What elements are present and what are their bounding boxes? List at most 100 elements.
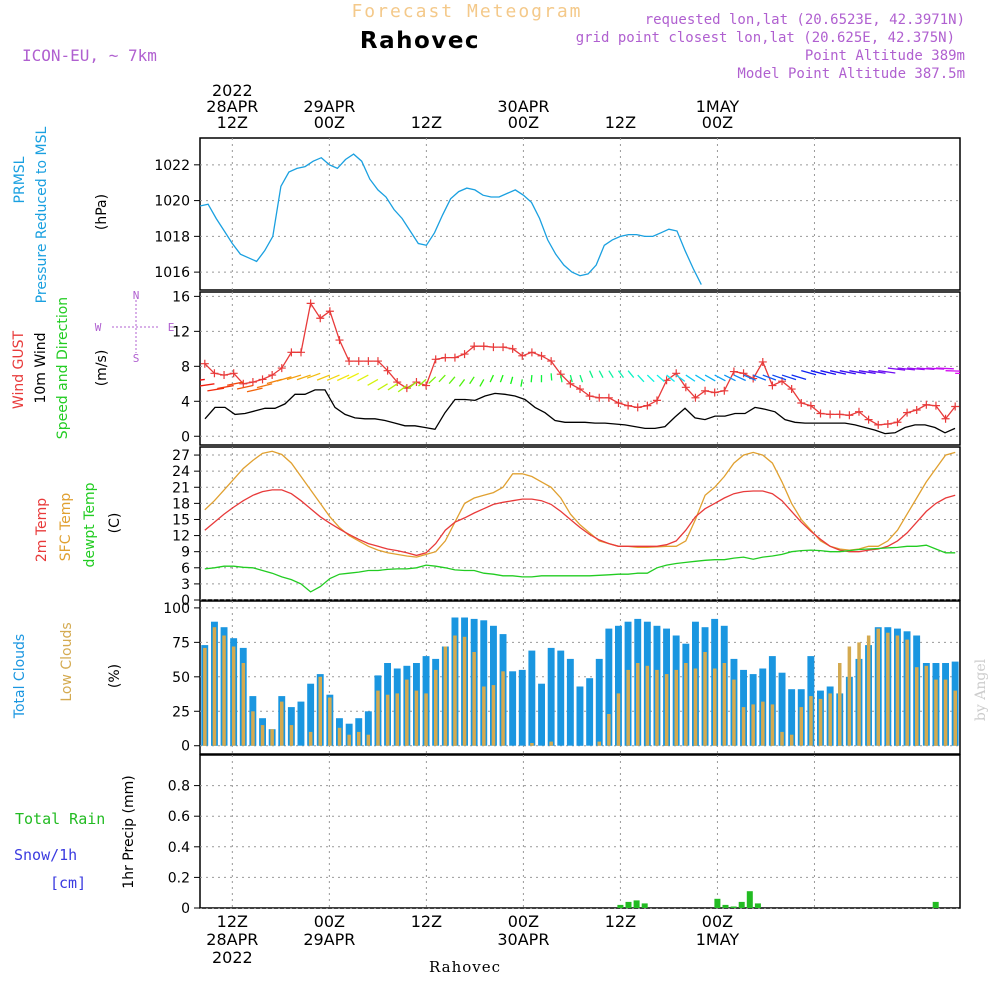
bottom-time-label: 2022: [212, 948, 253, 967]
low-cloud-bar: [251, 711, 255, 746]
wind-arrow: [246, 387, 263, 393]
gust-marker: [826, 410, 835, 419]
bottom-time-label: 00Z: [508, 912, 539, 931]
bottom-time-label: 1MAY: [696, 930, 740, 949]
low-cloud-bar: [838, 663, 842, 746]
y-tick-label: 4: [181, 394, 190, 410]
low-cloud-bar: [722, 663, 727, 746]
wind-arrow: [407, 381, 417, 389]
pressure-label: Pressure Reduced to MSL: [34, 126, 50, 303]
gust-marker: [287, 348, 296, 357]
wind-arrow: [897, 367, 915, 371]
gust-marker: [499, 343, 508, 352]
low-cloud-bar: [818, 698, 823, 746]
total-cloud-bar: [297, 701, 305, 746]
wind-arrow: [617, 370, 625, 378]
gust-marker: [383, 366, 392, 375]
gust-marker: [576, 385, 584, 394]
wind-arrow: [637, 374, 645, 383]
y-tick-label: 0.4: [168, 840, 190, 856]
wind-arrow: [887, 367, 906, 371]
panel-plot-area: [200, 299, 960, 435]
low-cloud-bar: [376, 690, 380, 746]
wind-arrow: [357, 374, 369, 382]
low-cloud-bar: [684, 663, 688, 746]
low-cloud-bar: [953, 690, 957, 746]
total-cloud-bar: [518, 669, 526, 746]
series-10m-wind-line: [204, 389, 956, 435]
wind-arrow: [772, 374, 787, 381]
low-cloud-bar: [934, 679, 938, 746]
low-cloud-bar: [280, 701, 284, 746]
gust-marker: [460, 350, 469, 359]
low-cloud-bar: [713, 668, 717, 746]
gust-marker: [681, 383, 690, 392]
gust-marker: [364, 357, 373, 366]
bottom-time-label: 00Z: [702, 912, 733, 931]
gust-marker: [768, 381, 777, 390]
panel-plot-area: [201, 617, 959, 746]
rain-bar: [714, 898, 721, 908]
low-cloud-bar: [751, 704, 755, 746]
low-cloud-bar: [385, 694, 390, 746]
low-cloud-bar: [674, 669, 678, 746]
low-cloud-bar: [405, 679, 409, 746]
gust-marker: [931, 401, 940, 410]
gust-marker: [720, 386, 729, 395]
total-cloud-bar: [509, 671, 517, 746]
panel-wind: 0 4 8 12 16: [172, 289, 961, 446]
total-cloud-bar: [557, 650, 565, 746]
wind-arrow: [935, 367, 954, 370]
low-cloud-bar: [482, 686, 486, 746]
gust-marker: [633, 403, 642, 412]
wind-arrow: [387, 383, 398, 391]
y-tick-label: 15: [172, 512, 190, 528]
gust-marker: [922, 400, 931, 409]
gust-marker: [393, 378, 402, 387]
wind-arrow: [733, 374, 746, 382]
low-cloud-bar: [222, 635, 226, 746]
gust-marker: [200, 359, 209, 368]
gust-marker: [806, 401, 815, 410]
gust-marker: [912, 406, 921, 415]
low-cloud-bar: [645, 665, 650, 746]
compass-w: W: [95, 321, 102, 334]
low-cloud-bar: [462, 636, 467, 746]
y-tick-label: 1018: [154, 229, 190, 245]
low-cloud-bar: [943, 679, 948, 746]
prmsl-label: PRMSL: [12, 156, 28, 203]
series-2m-temp-line: [204, 489, 956, 557]
panel-plot-area: [200, 891, 960, 908]
rain-bar: [738, 901, 745, 908]
y-tick-label: 0: [181, 739, 190, 755]
gust-marker: [729, 367, 738, 376]
low-cloud-bar: [905, 639, 909, 746]
low-cloud-bar: [895, 635, 900, 746]
speed-direction-label: Speed and Direction: [55, 297, 71, 439]
gust-marker: [422, 381, 431, 390]
gust-marker: [335, 336, 344, 345]
gust-marker: [470, 342, 479, 351]
wind-arrow: [438, 374, 446, 383]
top-time-label: 30APR: [497, 97, 549, 116]
y-tick-label: 12: [172, 324, 190, 340]
gust-marker: [277, 364, 286, 373]
low-cloud-bar: [366, 734, 371, 746]
wind-arrow: [569, 374, 573, 383]
low-cloud-bar: [847, 646, 852, 746]
gust-marker: [951, 402, 960, 411]
gust-marker: [854, 407, 863, 416]
top-time-label: 28APR: [206, 97, 258, 116]
low-cloud-bar: [886, 632, 890, 746]
wind-arrow: [200, 383, 215, 387]
credit-watermark: by Angel: [973, 658, 989, 721]
series-speed-and-direction: [200, 367, 960, 393]
wind-arrow: [336, 374, 350, 382]
gust-marker: [248, 378, 257, 387]
low-cloud-bar: [924, 665, 929, 746]
total-cloud-bar: [547, 647, 555, 746]
y-tick-label: 0: [181, 901, 190, 917]
low-cloud-bar: [203, 647, 207, 746]
low-cloud-bar: [693, 668, 698, 746]
